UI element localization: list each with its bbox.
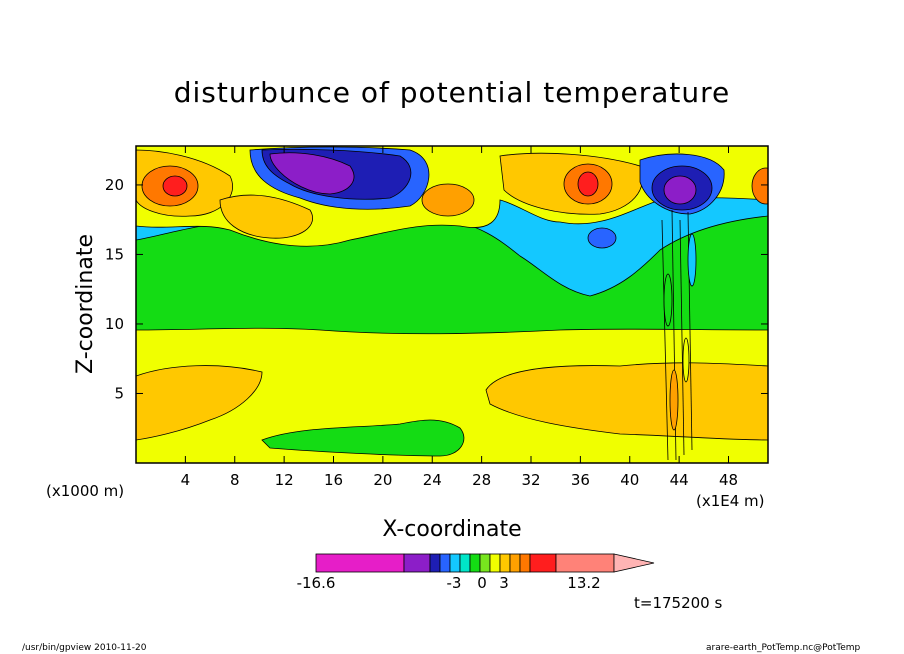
field-orange-mid-blob bbox=[421, 183, 475, 217]
colorbar-segment bbox=[519, 553, 531, 573]
x-tick-label: 4 bbox=[181, 471, 191, 489]
x-tick-label: 32 bbox=[521, 471, 540, 489]
colorbar-segment bbox=[403, 553, 431, 573]
field-lower-orange-left bbox=[136, 365, 263, 441]
colorbar-label: -16.6 bbox=[297, 574, 336, 592]
field-purple-cold-left bbox=[269, 152, 355, 195]
colorbar-segment bbox=[555, 553, 615, 573]
colorbar-label: 0 bbox=[477, 574, 487, 592]
y-tick-label: 10 bbox=[105, 315, 124, 333]
chart-title: disturbunce of potential temperature bbox=[174, 76, 731, 109]
y-tick-label: 15 bbox=[105, 245, 124, 263]
y-axis-label: Z-coordinate bbox=[73, 234, 98, 374]
x-tick-label: 12 bbox=[275, 471, 294, 489]
x-unit-left: (x1000 m) bbox=[46, 482, 124, 500]
field-red-hot-right bbox=[577, 171, 599, 197]
colorbar-label: 13.2 bbox=[567, 574, 600, 592]
colorbar-segment bbox=[509, 553, 521, 573]
x-axis-label: X-coordinate bbox=[382, 517, 521, 542]
footer-left: /usr/bin/gpview 2010-11-20 bbox=[22, 643, 147, 653]
colorbar-segment bbox=[499, 553, 511, 573]
field-purple-cold-right bbox=[663, 175, 697, 205]
colorbar-arrow bbox=[613, 553, 655, 573]
field-lower-orange-right bbox=[485, 362, 768, 441]
colorbar-segment bbox=[479, 553, 491, 573]
field-blue-blob-small bbox=[587, 227, 617, 249]
x-tick-label: 16 bbox=[324, 471, 343, 489]
colorbar-segment bbox=[529, 553, 557, 573]
field-orange-hot-edge bbox=[751, 167, 768, 205]
x-tick-label: 40 bbox=[620, 471, 639, 489]
colorbar-segment bbox=[315, 553, 405, 573]
colorbar-label: 3 bbox=[499, 574, 509, 592]
colorbar-segment bbox=[489, 553, 501, 573]
x-tick-label: 8 bbox=[230, 471, 240, 489]
colorbar-segment bbox=[449, 553, 461, 573]
x-unit-right: (x1E4 m) bbox=[696, 492, 765, 510]
y-axis-ticks: 5 10 15 20 bbox=[105, 176, 768, 402]
colorbar: -16.6 -3 0 3 13.2 bbox=[297, 553, 655, 592]
x-tick-label: 48 bbox=[719, 471, 738, 489]
colorbar-segment bbox=[469, 553, 481, 573]
field-upper-orange-mid bbox=[219, 194, 313, 239]
x-tick-label: 20 bbox=[373, 471, 392, 489]
x-tick-label: 44 bbox=[670, 471, 689, 489]
field-turbulence bbox=[661, 209, 697, 461]
x-axis-ticks: 4 8 12 16 20 24 28 32 36 40 44 48 bbox=[181, 146, 738, 489]
colorbar-segment bbox=[429, 553, 441, 573]
x-tick-label: 36 bbox=[571, 471, 590, 489]
x-tick-label: 28 bbox=[472, 471, 491, 489]
y-tick-label: 5 bbox=[114, 384, 124, 402]
footer-right: arare-earth_PotTemp.nc@PotTemp bbox=[706, 643, 861, 653]
y-tick-label: 20 bbox=[105, 176, 124, 194]
field-red-hot-left bbox=[162, 175, 188, 197]
colorbar-segment bbox=[439, 553, 451, 573]
colorbar-label: -3 bbox=[447, 574, 462, 592]
x-tick-label: 24 bbox=[423, 471, 442, 489]
plot-frame bbox=[135, 145, 769, 464]
field-lower-green bbox=[261, 419, 465, 457]
colorbar-segment bbox=[459, 553, 471, 573]
time-label: t=175200 s bbox=[634, 594, 722, 612]
